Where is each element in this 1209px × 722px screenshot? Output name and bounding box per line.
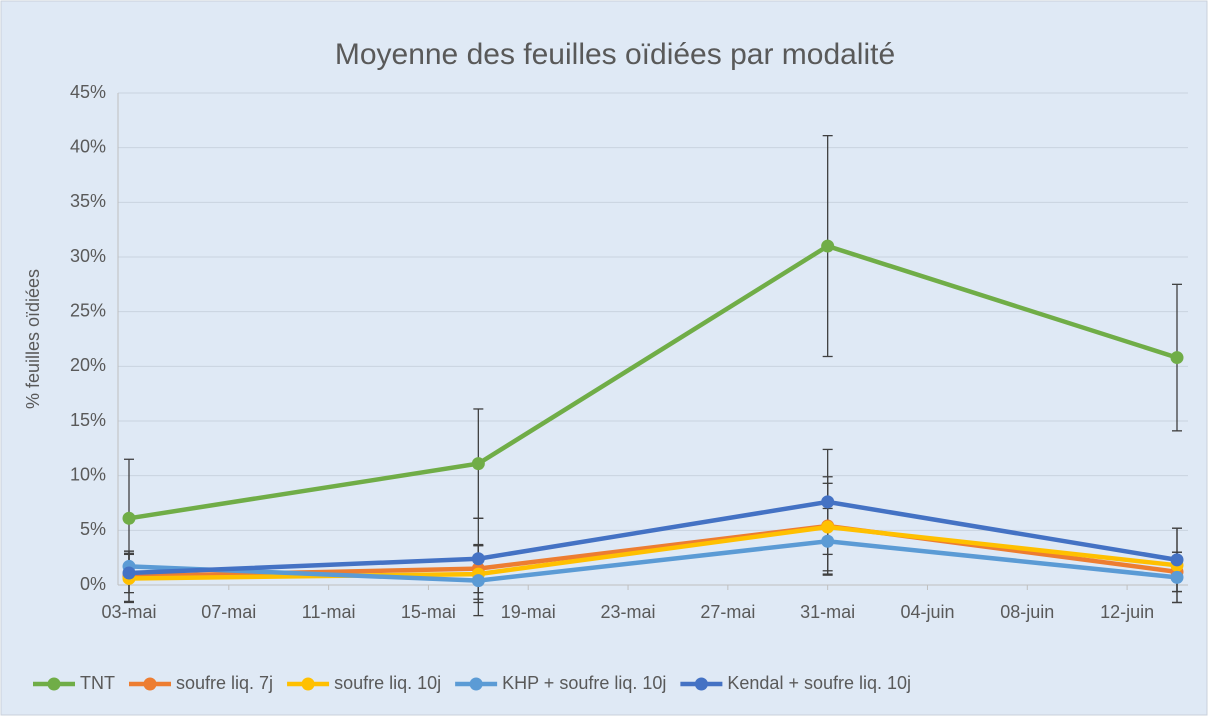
- data-point: [821, 520, 835, 534]
- data-point: [471, 457, 485, 471]
- x-tick-label: 03-mai: [101, 602, 156, 622]
- x-tick-label: 07-mai: [201, 602, 256, 622]
- y-tick-label: 15%: [70, 410, 106, 430]
- legend-label: soufre liq. 10j: [334, 673, 441, 693]
- data-point: [122, 511, 136, 525]
- legend-label: KHP + soufre liq. 10j: [502, 673, 666, 693]
- y-tick-label: 25%: [70, 300, 106, 320]
- x-tick-label: 15-mai: [401, 602, 456, 622]
- x-tick-label: 19-mai: [501, 602, 556, 622]
- legend-marker: [301, 677, 315, 691]
- series-line: [128, 524, 1178, 581]
- y-tick-label: 5%: [80, 519, 106, 539]
- legend-marker: [694, 677, 708, 691]
- x-tick-label: 12-juin: [1100, 602, 1154, 622]
- y-tick-label: 10%: [70, 464, 106, 484]
- x-tick-label: 11-mai: [302, 602, 356, 622]
- y-axis-label: % feuilles oïdiées: [23, 269, 43, 409]
- y-tick-label: 30%: [70, 246, 106, 266]
- data-point: [821, 239, 835, 253]
- legend-label: soufre liq. 7j: [176, 673, 273, 693]
- x-tick-label: 31-mai: [800, 602, 855, 622]
- y-tick-label: 40%: [70, 136, 106, 156]
- y-tick-label: 45%: [70, 82, 106, 102]
- series-line: [128, 243, 1178, 521]
- legend-label: Kendal + soufre liq. 10j: [727, 673, 911, 693]
- x-tick-label: 04-juin: [900, 602, 954, 622]
- series-line: [128, 499, 1178, 576]
- data-point: [821, 534, 835, 548]
- chart-title: Moyenne des feuilles oïdiées par modalit…: [335, 38, 895, 71]
- data-point: [471, 552, 485, 566]
- x-tick-label: 23-mai: [601, 602, 656, 622]
- x-tick-label: 27-mai: [700, 602, 755, 622]
- legend-label: TNT: [80, 673, 115, 693]
- legend-marker: [47, 677, 61, 691]
- legend-marker: [469, 677, 483, 691]
- y-tick-label: 35%: [70, 191, 106, 211]
- data-point: [1170, 553, 1184, 567]
- y-tick-label: 0%: [80, 574, 106, 594]
- data-point: [821, 495, 835, 509]
- legend-marker: [143, 677, 157, 691]
- data-point: [1170, 570, 1184, 584]
- series-line: [128, 539, 1178, 583]
- data-point: [1170, 351, 1184, 365]
- data-point: [471, 574, 485, 588]
- data-point: [122, 566, 136, 580]
- y-tick-label: 20%: [70, 355, 106, 375]
- x-tick-label: 08-juin: [1000, 602, 1054, 622]
